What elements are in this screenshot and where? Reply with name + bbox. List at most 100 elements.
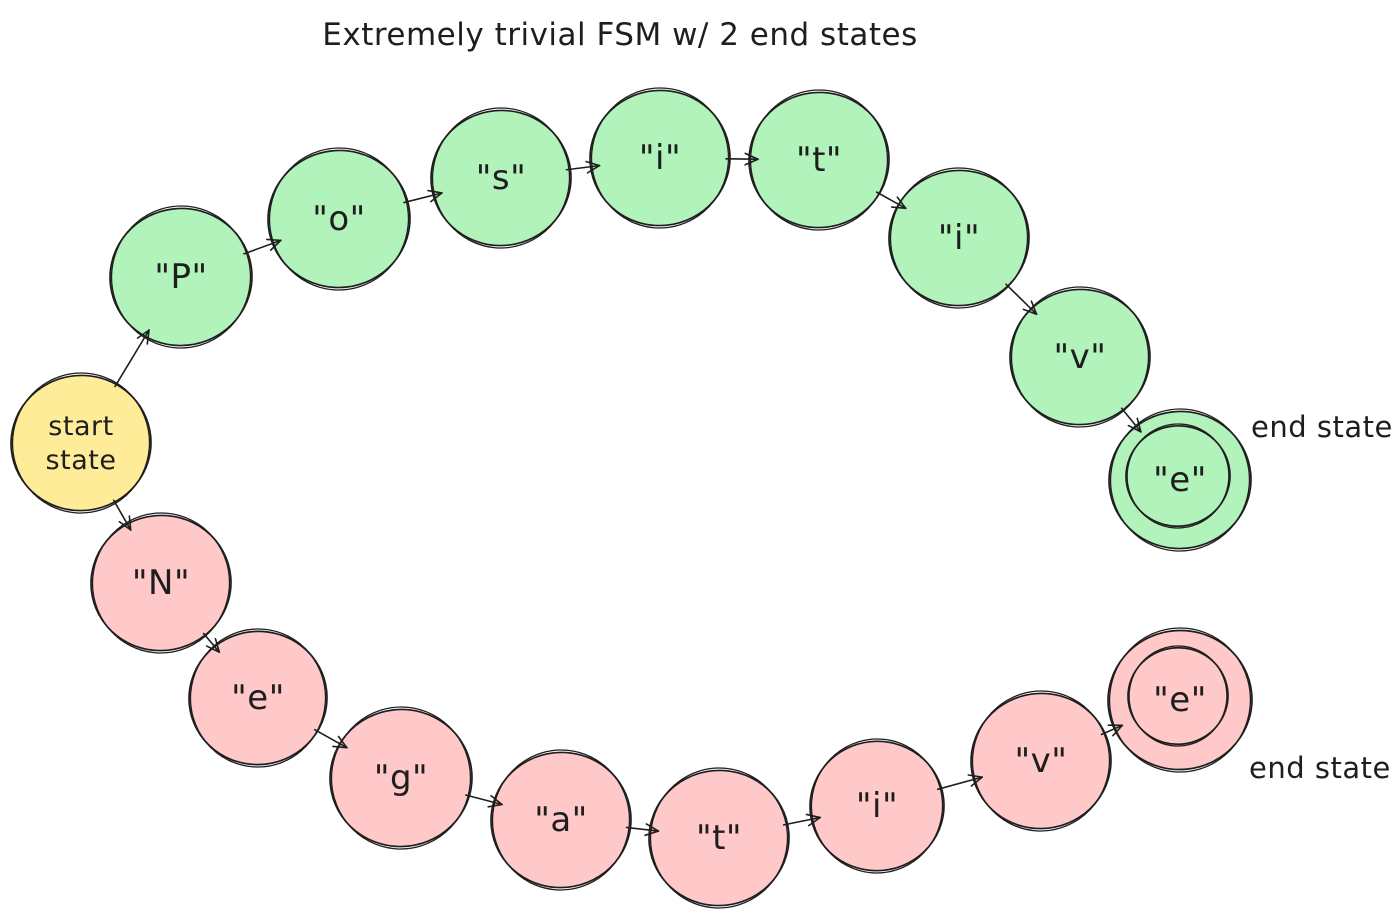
end-state-annotation: end state [1249, 751, 1391, 785]
end-state-node-e1[interactable]: "e" [1102, 403, 1258, 557]
transition-arrow-start-P[interactable] [114, 329, 150, 388]
arrowhead [967, 774, 983, 778]
state-label: "t" [796, 140, 842, 180]
transition-arrow-s-i1[interactable] [565, 160, 601, 174]
arrowhead [269, 239, 282, 251]
state-label: "e" [1153, 680, 1207, 720]
transition-arrow-t2-i3[interactable] [782, 813, 821, 827]
arrowhead [490, 794, 503, 806]
arrow-shaft [202, 632, 221, 653]
transition-arrow-N-e2[interactable] [202, 632, 221, 653]
circle-outline [11, 372, 151, 514]
end-state-node-e3[interactable]: "e" [1101, 622, 1259, 778]
state-node-i2[interactable]: "i" [882, 162, 1035, 313]
circle-outline [1126, 423, 1230, 529]
diagram-title: Extremely trivial FSM w/ 2 end states [322, 17, 917, 53]
transition-arrow-a-t2[interactable] [625, 823, 660, 837]
arrowhead [214, 637, 221, 653]
state-node-P[interactable]: "P" [103, 200, 259, 354]
state-node-i1[interactable]: "i" [583, 82, 736, 233]
circle-outline [888, 169, 1030, 307]
arrowhead [128, 515, 132, 531]
arrowhead [744, 152, 759, 161]
transition-arrow-i1-t1[interactable] [725, 152, 759, 166]
arrowhead [890, 206, 907, 210]
circle-outline [188, 630, 328, 766]
state-node-t1[interactable]: "t" [742, 84, 895, 235]
circle-outline [267, 149, 411, 289]
circle-outline [109, 207, 253, 347]
state-label: "i" [856, 786, 898, 826]
circle-outline [810, 738, 944, 874]
circle-outline [110, 205, 252, 349]
state-label: "g" [374, 758, 428, 798]
arrow-shaft [1005, 283, 1038, 316]
arrow-shaft [112, 499, 132, 531]
transition-arrow-o-s[interactable] [403, 189, 443, 204]
arrowhead [1022, 308, 1038, 316]
arrowhead [744, 158, 759, 166]
arrow-shaft [1120, 407, 1142, 433]
state-node-v1[interactable]: "v" [1003, 281, 1156, 432]
circle-outline [589, 89, 731, 227]
arrowhead [266, 238, 282, 242]
circle-outline [490, 751, 632, 889]
arrowhead [337, 735, 348, 749]
transition-arrow-v1-e1[interactable] [1120, 407, 1142, 433]
state-node-s[interactable]: "s" [424, 102, 577, 253]
transition-arrow-t1-i2[interactable] [875, 191, 907, 210]
state-node-e2[interactable]: "e" [182, 623, 333, 772]
arrowhead [807, 816, 821, 827]
arrowhead [645, 823, 660, 832]
state-label: "s" [476, 158, 527, 198]
transition-arrow-e2-g[interactable] [313, 728, 348, 749]
state-label: "e" [231, 678, 285, 718]
circle-outline [491, 749, 631, 891]
state-node-t2[interactable]: "t" [642, 762, 795, 913]
transition-arrow-v2-e3[interactable] [1100, 724, 1124, 737]
arrow-shaft [114, 329, 150, 388]
arrowhead [896, 196, 907, 210]
arrowhead [205, 645, 221, 653]
state-node-v2[interactable]: "v" [964, 685, 1117, 836]
circle-outline [329, 708, 473, 848]
state-label: "o" [312, 199, 366, 239]
state-node-i3[interactable]: "i" [804, 734, 951, 879]
arrowhead [430, 192, 443, 203]
arrow-shaft [313, 728, 348, 749]
transition-arrow-P-o[interactable] [243, 238, 282, 255]
circle-outline [649, 767, 789, 909]
state-node-N[interactable]: "N" [84, 507, 237, 658]
circle-outline [749, 89, 889, 231]
transition-arrow-start-N[interactable] [112, 499, 132, 531]
circle-outline [189, 628, 327, 768]
arrowhead [1127, 424, 1142, 433]
arrowhead [644, 830, 660, 837]
state-node-o[interactable]: "o" [261, 142, 417, 296]
arrowhead [586, 164, 601, 174]
arrow-shaft [782, 816, 821, 826]
state-label: "t" [696, 818, 742, 858]
circle-outline [971, 690, 1111, 832]
arrow-shaft [1100, 724, 1124, 736]
transition-arrow-i2-v1[interactable] [1005, 283, 1038, 316]
circle-outline [648, 769, 790, 907]
state-label: "P" [154, 257, 207, 297]
start-state-node-start[interactable]: start state [4, 367, 157, 518]
arrow-shaft [625, 826, 660, 832]
state-node-g[interactable]: "g" [323, 701, 479, 855]
transition-arrow-g-a[interactable] [465, 794, 503, 808]
arrowhead [1136, 417, 1142, 433]
arrow-shaft [465, 794, 503, 806]
arrow-shaft [243, 239, 282, 255]
state-label: "v" [1015, 741, 1068, 781]
arrowhead [970, 776, 983, 787]
circle-outline [90, 514, 232, 652]
transition-arrow-i3-v2[interactable] [936, 774, 983, 791]
circle-outline [1010, 286, 1150, 428]
circle-outline [1108, 627, 1252, 773]
state-label: start state [46, 411, 117, 476]
state-node-a[interactable]: "a" [484, 744, 637, 895]
arrowhead [1030, 300, 1038, 316]
